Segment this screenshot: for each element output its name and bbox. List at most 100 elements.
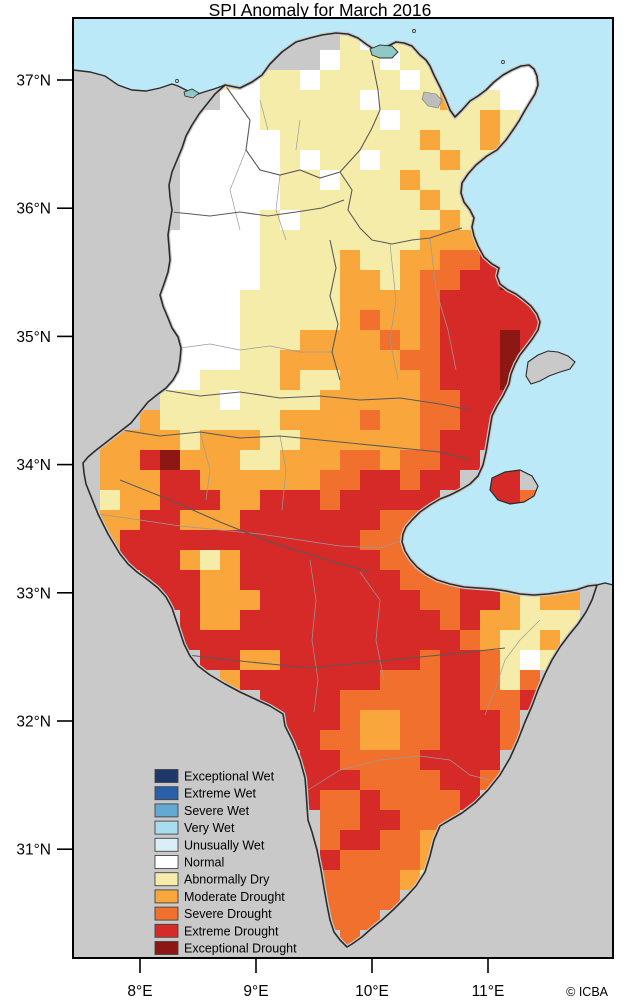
raster-cell xyxy=(220,530,240,550)
raster-cell xyxy=(220,490,240,510)
raster-cell xyxy=(200,650,220,670)
raster-cell xyxy=(360,610,380,630)
raster-cell xyxy=(460,690,480,710)
raster-cell xyxy=(200,430,220,450)
raster-cell xyxy=(400,690,420,710)
legend: Exceptional Wet Extreme Wet Severe Wet Very… xyxy=(154,769,297,956)
raster-cell xyxy=(420,690,440,710)
raster-cell xyxy=(240,650,260,670)
raster-cell xyxy=(360,650,380,670)
raster-cell xyxy=(440,230,460,250)
raster-cell xyxy=(340,770,360,790)
raster-cell xyxy=(300,470,320,490)
raster-cell xyxy=(340,670,360,690)
raster-cell xyxy=(380,810,400,830)
raster-cell xyxy=(340,510,360,530)
raster-cell xyxy=(560,590,580,610)
delegation-boundary xyxy=(275,174,287,241)
raster-cell xyxy=(380,730,400,750)
raster-cell xyxy=(280,550,300,570)
legend-swatch xyxy=(154,923,179,938)
raster-cell xyxy=(200,350,220,370)
raster-cell xyxy=(280,330,300,350)
legend-item-label: Exceptional Wet xyxy=(184,770,275,784)
raster-cell xyxy=(460,130,480,150)
raster-cell xyxy=(360,550,380,570)
raster-cell xyxy=(220,310,240,330)
raster-cell xyxy=(360,530,380,550)
raster-cell xyxy=(200,250,220,270)
raster-cell xyxy=(400,50,420,70)
raster-cell xyxy=(200,550,220,570)
raster-cell xyxy=(220,270,240,290)
raster-cell xyxy=(320,570,340,590)
raster-cell xyxy=(380,490,400,510)
raster-cell xyxy=(520,630,540,650)
raster-cell xyxy=(300,670,320,690)
legend-swatch xyxy=(154,820,179,835)
raster-cell xyxy=(180,570,200,590)
raster-cell xyxy=(260,570,280,590)
raster-cell xyxy=(420,330,440,350)
raster-cell xyxy=(260,450,280,470)
lakes-islands xyxy=(183,44,443,109)
raster-cell xyxy=(420,150,440,170)
raster-cell xyxy=(320,830,340,850)
raster-cell xyxy=(340,70,360,90)
raster-cell xyxy=(440,470,460,490)
raster-cell xyxy=(400,90,420,110)
raster-cell xyxy=(260,150,280,170)
raster-cell xyxy=(380,350,400,370)
raster-cell xyxy=(200,610,220,630)
raster-cell xyxy=(220,510,240,530)
raster-cell xyxy=(440,450,460,470)
delegation-boundary xyxy=(307,755,491,791)
legend-swatch xyxy=(154,803,179,818)
raster-cell xyxy=(460,250,480,270)
raster-cell xyxy=(240,350,260,370)
raster-cell xyxy=(100,470,120,490)
raster-cell xyxy=(320,110,340,130)
raster-cell xyxy=(340,390,360,410)
raster-cell xyxy=(360,510,380,530)
raster-cell xyxy=(340,130,360,150)
raster-cell xyxy=(360,90,380,110)
raster-cell xyxy=(260,470,280,490)
islet xyxy=(501,60,505,64)
raster-cell xyxy=(180,610,200,630)
raster-cell xyxy=(320,690,340,710)
legend-item-label: Extreme Wet xyxy=(184,787,257,801)
raster-cell xyxy=(340,330,360,350)
raster-cell xyxy=(260,130,280,150)
raster-cell xyxy=(320,810,340,830)
raster-cell xyxy=(440,690,460,710)
raster-cell xyxy=(320,730,340,750)
raster-cell xyxy=(340,850,360,870)
raster-cell xyxy=(480,110,500,130)
raster-cell xyxy=(260,70,280,90)
raster-cell xyxy=(400,590,420,610)
raster-cell xyxy=(320,470,340,490)
raster-cell xyxy=(380,710,400,730)
raster-cell xyxy=(500,710,520,730)
lat-tick-label: 33°N xyxy=(16,585,51,602)
raster-cell xyxy=(340,790,360,810)
attribution-text: © ICBA xyxy=(566,985,609,999)
raster-cell xyxy=(280,610,300,630)
raster-cell xyxy=(520,650,540,670)
raster-cell xyxy=(160,510,180,530)
raster-cell xyxy=(400,110,420,130)
raster-cell xyxy=(180,210,200,230)
raster-cell xyxy=(320,50,340,70)
legend-swatch xyxy=(154,786,179,801)
raster-cell xyxy=(260,590,280,610)
raster-cell xyxy=(340,890,360,910)
raster-cell xyxy=(540,630,560,650)
islet xyxy=(412,29,416,33)
raster-cell xyxy=(200,130,220,150)
raster-cell xyxy=(440,610,460,630)
raster-cell xyxy=(280,310,300,330)
raster-cell xyxy=(280,690,300,710)
raster-cell xyxy=(380,110,400,130)
raster-cell xyxy=(220,210,240,230)
